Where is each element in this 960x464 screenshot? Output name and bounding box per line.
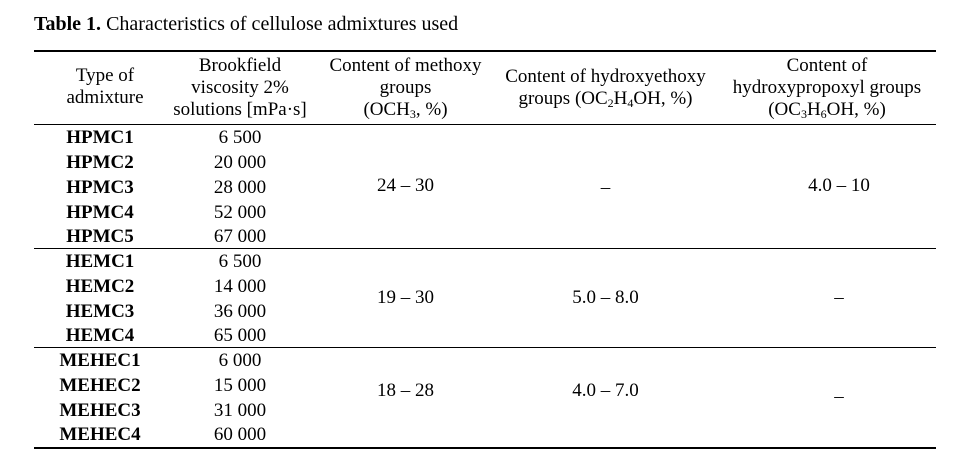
group-methoxy: 18 – 28: [377, 380, 434, 401]
table-row-name: HPMC5: [66, 226, 134, 247]
group-hydroxyethoxy: 4.0 – 7.0: [572, 380, 639, 401]
group-hydroxypropoxyl: 4.0 – 10: [808, 175, 870, 196]
header-hydroxypropoxyl-line2: hydroxypropoxyl groups: [732, 77, 922, 98]
table-row-viscosity: 6 000: [218, 350, 262, 371]
group-hydroxyethoxy: –: [600, 177, 611, 198]
table-row-name: HPMC2: [66, 152, 134, 173]
header-hydroxyethoxy-line1: Content of hydroxyethoxy: [505, 66, 706, 87]
header-methoxy-line3: (OCH3, %): [363, 99, 448, 121]
table-row-name: HPMC1: [66, 127, 134, 148]
table-title: Characteristics of cellulose admixtures …: [101, 13, 459, 35]
table-row-name: HEMC3: [65, 301, 135, 322]
table-row-name: HPMC4: [66, 202, 134, 223]
table-row-viscosity: 36 000: [213, 301, 267, 322]
table-row-viscosity: 6 500: [218, 127, 262, 148]
table-row-viscosity: 28 000: [213, 177, 267, 198]
header-methoxy-line2: groups: [379, 77, 432, 98]
table-row-name: HEMC2: [65, 276, 135, 297]
header-hydroxyethoxy-line2: groups (OC2H4OH, %): [518, 88, 693, 110]
table-label: Table 1.: [34, 13, 102, 35]
table-row-viscosity: 6 500: [218, 251, 262, 272]
table-row-viscosity: 60 000: [213, 424, 267, 445]
table-row-viscosity: 52 000: [213, 202, 267, 223]
table-row-viscosity: 31 000: [213, 400, 267, 421]
header-methoxy-line1: Content of methoxy: [329, 55, 482, 76]
table-row-name: HEMC1: [65, 251, 135, 272]
group-methoxy: 24 – 30: [377, 175, 434, 196]
group-hydroxypropoxyl: –: [834, 386, 844, 407]
top-rule: [34, 50, 936, 52]
header-hydroxypropoxyl: Content of hydroxypropoxyl groups (OC3H6…: [718, 55, 936, 121]
table-row-viscosity: 15 000: [213, 375, 267, 396]
header-rule: [34, 124, 936, 125]
header-viscosity-line3: solutions [mPa·s]: [173, 99, 307, 120]
table-caption: Table 1. Characteristics of cellulose ad…: [34, 12, 458, 36]
table-row-viscosity: 67 000: [213, 226, 267, 247]
group-hydroxypropoxyl: –: [834, 287, 844, 308]
header-type-line1: Type of: [75, 65, 135, 86]
header-hydroxyethoxy: Content of hydroxyethoxy groups (OC2H4OH…: [493, 66, 718, 110]
group-separator: [34, 248, 936, 249]
header-hydroxypropoxyl-line3: (OC3H6OH, %): [768, 99, 886, 121]
table-row-viscosity: 14 000: [213, 276, 267, 297]
header-type-line2: admixture: [66, 87, 144, 108]
group-separator: [34, 347, 936, 348]
table-row-name: HPMC3: [66, 177, 134, 198]
header-hydroxypropoxyl-line1: Content of: [786, 55, 868, 76]
header-type: Type of admixture: [35, 65, 175, 109]
group-hydroxyethoxy: 5.0 – 8.0: [572, 287, 639, 308]
table-row-name: MEHEC1: [59, 350, 141, 371]
header-viscosity-line1: Brookfield: [198, 55, 282, 76]
table-row-name: MEHEC4: [59, 424, 141, 445]
table-row-name: MEHEC2: [59, 375, 141, 396]
table-row-viscosity: 20 000: [213, 152, 267, 173]
table-row-name: MEHEC3: [59, 400, 141, 421]
header-methoxy: Content of methoxy groups (OCH3, %): [318, 55, 493, 121]
table-row-viscosity: 65 000: [213, 325, 267, 346]
table-row-name: HEMC4: [65, 325, 135, 346]
group-methoxy: 19 – 30: [377, 287, 434, 308]
bottom-rule: [34, 447, 936, 449]
header-viscosity: Brookfield viscosity 2% solutions [mPa·s…: [160, 55, 320, 121]
header-viscosity-line2: viscosity 2%: [191, 77, 289, 98]
